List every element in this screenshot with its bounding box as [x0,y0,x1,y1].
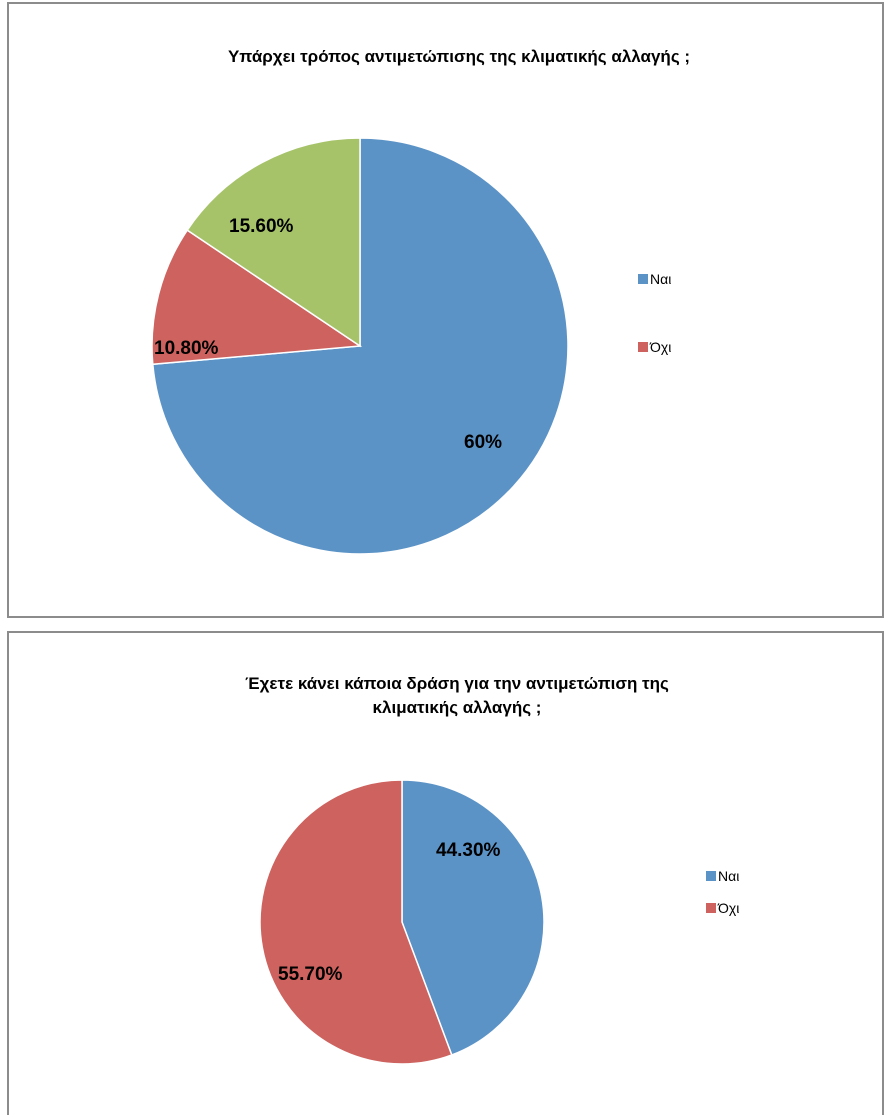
slice-label-2: 15.60% [229,216,294,237]
pie-chart-climate-action: Έχετε κάνει κάποια δράση για την αντιμετ… [245,674,739,1065]
legend-label-1: Όχι [717,900,739,916]
pie-slice-1 [259,779,453,1065]
chart-title-line-1: Έχετε κάνει κάποια δράση για την αντιμετ… [245,674,669,693]
slice-label-1: 55.70% [278,964,343,985]
pie-labels: 44.30% 55.70% [278,840,501,985]
chart-legend: Ναι Όχι [638,271,671,355]
legend-label-0: Ναι [650,271,671,287]
pie-slice-2 [186,137,361,348]
pie-chart-climate-solution: Υπάρχει τρόπος αντιμετώπισης της κλιματι… [151,47,690,555]
pie-slices [151,137,569,555]
legend-label-0: Ναι [718,868,739,884]
chart-title: Υπάρχει τρόπος αντιμετώπισης της κλιματι… [228,47,690,66]
legend-swatch-1 [706,903,716,913]
legend-swatch-1 [638,342,648,352]
chart-panel-climate-solution: Υπάρχει τρόπος αντιμετώπισης της κλιματι… [7,2,884,618]
chart-legend: Ναι Όχι [706,868,739,916]
pie-labels: 60% 10.80% 15.60% [154,216,502,453]
legend-swatch-0 [638,274,648,284]
slice-label-0: 44.30% [436,840,501,861]
pie-slices [259,779,545,1065]
slice-label-0: 60% [464,432,502,453]
legend-label-1: Όχι [649,339,671,355]
slice-label-1: 10.80% [154,338,219,359]
legend-swatch-0 [706,871,716,881]
pie-slice-1 [151,229,363,366]
chart-panel-climate-action: Έχετε κάνει κάποια δράση για την αντιμετ… [7,631,884,1115]
pie-slice-0 [401,779,545,1056]
chart-title-line-2: κλιματικής αλλαγής ; [373,698,542,717]
